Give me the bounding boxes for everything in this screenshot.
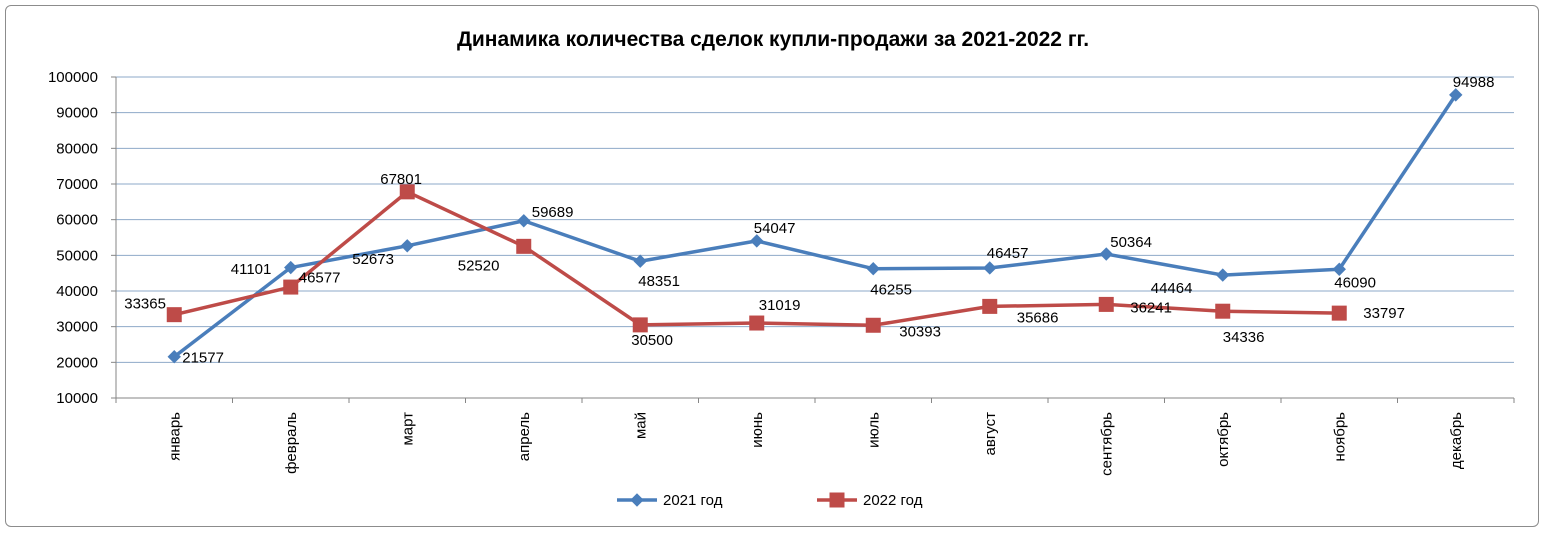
y-tick-label: 80000 bbox=[56, 140, 98, 157]
series-1 bbox=[167, 88, 1463, 364]
data-point bbox=[749, 315, 765, 331]
x-tick-label: октябрь bbox=[1215, 412, 1232, 467]
data-point bbox=[516, 238, 532, 254]
data-label: 46090 bbox=[1334, 274, 1376, 291]
data-point bbox=[1331, 305, 1347, 321]
series-layer bbox=[166, 88, 1463, 364]
data-point bbox=[982, 298, 998, 314]
data-point bbox=[632, 317, 648, 333]
legend-item: 2021 год bbox=[617, 492, 723, 509]
x-tick-label: апрель bbox=[516, 412, 533, 461]
data-label: 21577 bbox=[182, 350, 224, 367]
x-tick-label: сентябрь bbox=[1098, 412, 1115, 476]
data-point bbox=[633, 254, 647, 268]
data-label: 46255 bbox=[870, 282, 912, 299]
x-tick-label: январь bbox=[166, 412, 183, 461]
data-point bbox=[283, 279, 299, 295]
y-tick-label: 20000 bbox=[56, 354, 98, 371]
legend-marker bbox=[630, 493, 644, 507]
data-point bbox=[167, 350, 181, 364]
y-tick-label: 30000 bbox=[56, 319, 98, 336]
data-point bbox=[983, 261, 997, 275]
data-point bbox=[866, 261, 880, 276]
data-labels: 21577 46577 52673 59689 48351 54047 46255 46457… bbox=[124, 74, 1494, 367]
y-tick-label: 90000 bbox=[56, 105, 98, 122]
data-point bbox=[166, 307, 182, 323]
data-point bbox=[865, 317, 881, 333]
data-label: 36241 bbox=[1130, 299, 1172, 316]
data-label: 33797 bbox=[1363, 305, 1405, 322]
x-tick-label: май bbox=[632, 412, 649, 439]
data-label: 59689 bbox=[532, 204, 574, 221]
data-label: 52673 bbox=[352, 251, 394, 268]
x-tick-label: август bbox=[982, 412, 999, 456]
series-line bbox=[173, 93, 1458, 359]
data-point bbox=[1215, 303, 1231, 319]
series-2 bbox=[166, 184, 1347, 333]
legend-label: 2022 год bbox=[863, 492, 923, 509]
x-tick-label: декабрь bbox=[1448, 412, 1465, 469]
data-label: 54047 bbox=[754, 220, 796, 237]
data-point bbox=[1449, 88, 1463, 102]
gridlines bbox=[116, 76, 1514, 363]
legend-marker bbox=[829, 492, 845, 508]
y-axis: 10000 20000 30000 40000 50000 60000 70000 80000… bbox=[48, 69, 117, 407]
x-tick-label: июнь bbox=[749, 412, 766, 448]
y-tick-label: 60000 bbox=[56, 212, 98, 229]
chart-title: Динамика количества сделок купли-продажи… bbox=[457, 28, 1089, 51]
data-label: 48351 bbox=[638, 273, 680, 290]
y-tick-label: 50000 bbox=[56, 247, 98, 264]
legend-item: 2022 год bbox=[817, 492, 923, 509]
y-tick-label: 70000 bbox=[56, 176, 98, 193]
x-tick-label: июль bbox=[865, 412, 882, 448]
data-point bbox=[1098, 296, 1114, 312]
x-tick-label: март bbox=[399, 412, 416, 446]
data-point bbox=[1216, 268, 1230, 282]
x-tick-label: ноябрь bbox=[1331, 412, 1348, 462]
chart-frame bbox=[5, 5, 1539, 527]
data-point bbox=[400, 239, 414, 253]
x-tick-label: февраль bbox=[283, 412, 300, 474]
data-point bbox=[1099, 247, 1113, 261]
y-tick-label: 100000 bbox=[48, 69, 98, 86]
data-point bbox=[750, 234, 764, 248]
data-point bbox=[284, 260, 298, 275]
data-label: 35686 bbox=[1017, 309, 1059, 326]
data-label: 30393 bbox=[899, 323, 941, 340]
data-point bbox=[399, 184, 415, 200]
legend: 2021 год 2022 год bbox=[617, 492, 923, 509]
data-label: 94988 bbox=[1453, 74, 1495, 91]
legend-label: 2021 год bbox=[663, 492, 723, 509]
data-point bbox=[517, 214, 531, 228]
data-point bbox=[1332, 262, 1346, 276]
data-label: 50364 bbox=[1110, 234, 1152, 251]
data-label: 44464 bbox=[1151, 280, 1193, 297]
data-label: 33365 bbox=[124, 296, 166, 313]
data-label: 30500 bbox=[631, 332, 673, 349]
data-label: 31019 bbox=[759, 297, 801, 314]
data-label: 67801 bbox=[380, 171, 422, 188]
x-axis: январь февраль март апрель май июнь июль август… bbox=[115, 397, 1515, 476]
data-label: 41101 bbox=[231, 261, 272, 278]
data-label: 52520 bbox=[458, 257, 500, 274]
data-label: 46457 bbox=[987, 245, 1029, 262]
data-label: 34336 bbox=[1223, 329, 1265, 346]
data-label: 46577 bbox=[299, 270, 341, 287]
y-tick-label: 10000 bbox=[56, 390, 98, 407]
y-tick-label: 40000 bbox=[56, 283, 98, 300]
